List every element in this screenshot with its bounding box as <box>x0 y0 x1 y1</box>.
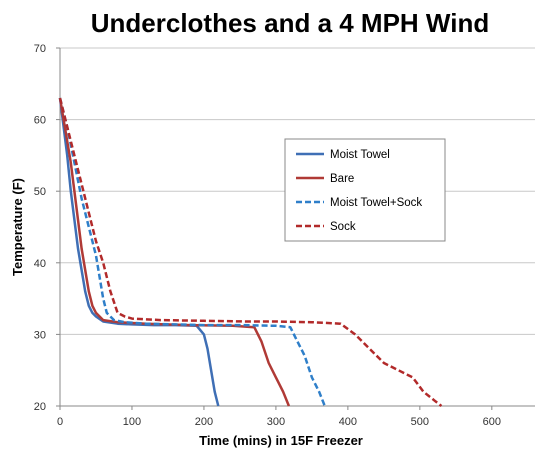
series-line-bare <box>58 97 291 407</box>
series-line-sock <box>58 97 443 407</box>
x-tick-label: 400 <box>339 416 357 428</box>
series-lines <box>58 97 443 407</box>
legend-label: Moist Towel <box>330 149 390 161</box>
x-tick-label: 0 <box>57 416 63 428</box>
x-tick-label: 500 <box>411 416 429 428</box>
y-axis-title: Temperature (F) <box>10 178 25 276</box>
legend-label: Moist Towel+Sock <box>330 197 422 209</box>
tick-labels: 20 30 40 50 60 70 0 100 200 300 400 500 600 <box>34 43 501 428</box>
series-line-moist-towel <box>58 97 220 407</box>
x-tick-label: 100 <box>123 416 141 428</box>
legend: Moist Towel Bare Moist Towel+Sock Sock <box>284 138 446 242</box>
x-tick-label: 300 <box>267 416 285 428</box>
y-tick-label: 30 <box>34 329 46 341</box>
x-tick-label: 600 <box>483 416 501 428</box>
x-tick-label: 200 <box>195 416 213 428</box>
x-axis-title: Time (mins) in 15F Freezer <box>199 433 363 448</box>
legend-label: Bare <box>330 173 354 185</box>
y-tick-label: 40 <box>34 258 46 270</box>
legend-label: Sock <box>330 221 356 233</box>
y-tick-label: 50 <box>34 186 46 198</box>
y-tick-label: 70 <box>34 43 46 55</box>
y-tick-label: 20 <box>34 401 46 413</box>
y-tick-label: 60 <box>34 115 46 127</box>
chart-title: Underclothes and a 4 MPH Wind <box>91 8 489 38</box>
legend-box <box>284 138 446 242</box>
series-line-moist-towel-sock <box>58 97 326 407</box>
